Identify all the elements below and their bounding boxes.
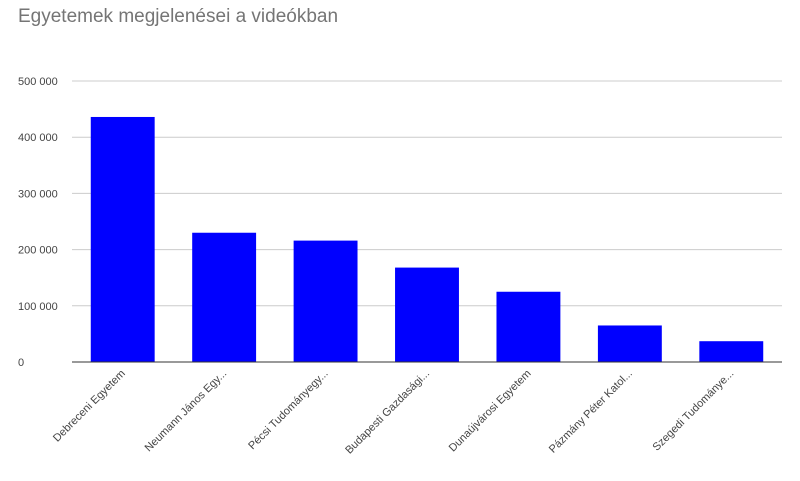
bars — [90, 116, 764, 362]
y-tick-label: 0 — [18, 357, 24, 369]
chart-title: Egyetemek megjelenései a videókban — [18, 6, 339, 27]
x-category-label: Szegedi Tudománye... — [651, 368, 737, 454]
x-category-label: Neumann János Egy... — [143, 368, 230, 455]
x-category-label: Debreceni Egyetem — [51, 368, 128, 445]
x-axis-category-labels: Debreceni Egyetem Neumann János Egy... Péc… — [51, 368, 736, 457]
y-tick-label: 200 000 — [18, 245, 58, 257]
bar — [395, 267, 459, 362]
bar — [192, 232, 257, 362]
x-category-label: Pécsi Tudományegy... — [246, 368, 330, 452]
bar — [293, 240, 358, 362]
x-category-label: Pázmány Péter Katol... — [547, 368, 635, 456]
y-tick-label: 300 000 — [18, 188, 58, 200]
bar — [597, 325, 662, 362]
y-tick-label: 100 000 — [18, 301, 58, 313]
x-category-label: Budapesti Gazdasági... — [343, 368, 432, 457]
bar — [90, 116, 155, 362]
y-tick-label: 500 000 — [18, 76, 58, 88]
x-category-label: Dunaújvárosi Egyetem — [447, 368, 534, 455]
bar — [496, 291, 561, 362]
bar — [699, 341, 764, 362]
y-axis-tick-labels: 0 100 000 200 000 300 000 400 000 500 000 — [18, 76, 58, 369]
y-tick-label: 400 000 — [18, 132, 58, 144]
